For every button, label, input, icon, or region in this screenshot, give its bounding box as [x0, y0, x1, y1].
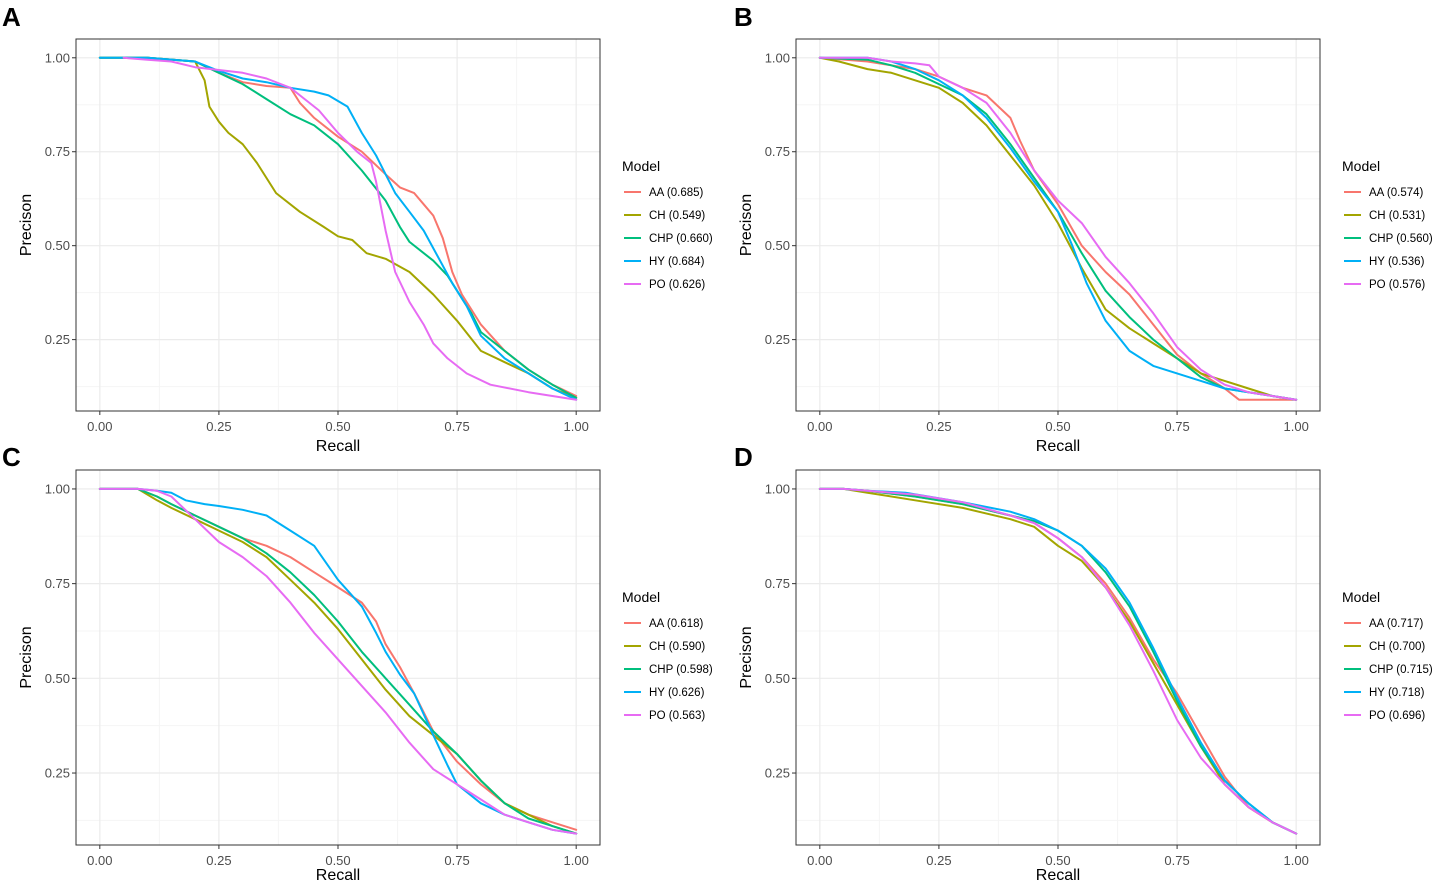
- x-tick-label: 0.75: [444, 853, 469, 868]
- legend-label-po: PO (0.563): [649, 710, 705, 722]
- legend-title: Model: [622, 158, 660, 174]
- y-axis-label: Precison: [18, 626, 35, 688]
- x-axis-label: Recall: [316, 867, 360, 882]
- legend: Model AA (0.618) CH (0.590) CHP (0.598) HY (…: [622, 589, 713, 722]
- x-tick-label: 0.50: [1045, 853, 1070, 868]
- series-line-po: [122, 56, 578, 401]
- legend-label-ch: CH (0.700): [1369, 641, 1425, 653]
- legend: Model AA (0.717) CH (0.700) CHP (0.715) HY (…: [1342, 589, 1433, 722]
- panel-letter: C: [2, 442, 21, 472]
- legend-label-chp: CHP (0.560): [1369, 233, 1433, 245]
- plot-border: [75, 38, 601, 412]
- x-axis-label: Recall: [316, 438, 360, 455]
- y-tick-label: 0.25: [765, 766, 790, 781]
- legend-label-hy: HY (0.536): [1369, 256, 1425, 268]
- panel-b: B 0.00 0.25 0.50 0.75 1.00 0.25 0.50 0.75 1.00 Rec…: [734, 2, 1433, 455]
- legend-label-aa: AA (0.717): [1369, 618, 1424, 630]
- y-tick-label: 0.75: [45, 576, 70, 591]
- x-tick-label: 0.50: [1045, 419, 1070, 434]
- y-tick-label: 0.25: [45, 332, 70, 347]
- legend-title: Model: [622, 589, 660, 605]
- y-tick-label: 0.75: [45, 144, 70, 159]
- x-tick-label: 1.00: [1284, 419, 1309, 434]
- x-axis-label: Recall: [1036, 867, 1080, 882]
- x-tick-label: 0.25: [926, 419, 951, 434]
- x-tick-label: 0.25: [926, 853, 951, 868]
- x-tick-label: 1.00: [564, 853, 589, 868]
- y-tick-label: 1.00: [765, 50, 790, 65]
- series-line-aa: [98, 56, 578, 397]
- legend-label-ch: CH (0.549): [649, 210, 705, 222]
- plot-border: [75, 469, 601, 846]
- legend-label-aa: AA (0.685): [649, 187, 704, 199]
- x-tick-label: 0.00: [87, 419, 112, 434]
- legend-label-chp: CHP (0.660): [649, 233, 713, 245]
- y-axis-label: Precison: [738, 626, 755, 688]
- legend-label-chp: CHP (0.598): [649, 664, 713, 676]
- x-tick-label: 0.75: [444, 419, 469, 434]
- series-line-po: [818, 487, 1298, 835]
- x-tick-label: 0.75: [1164, 853, 1189, 868]
- x-tick-label: 0.75: [1164, 419, 1189, 434]
- plot-border: [795, 38, 1321, 412]
- series-line-hy: [818, 56, 1298, 401]
- y-tick-label: 0.50: [765, 671, 790, 686]
- panel-c: C 0.00 0.25 0.50 0.75 1.00 0.25 0.50 0.75 1.00 Rec…: [2, 442, 713, 882]
- legend-label-po: PO (0.626): [649, 279, 705, 291]
- series-line-po: [98, 487, 578, 835]
- x-tick-label: 1.00: [1284, 853, 1309, 868]
- x-tick-label: 0.50: [325, 853, 350, 868]
- x-tick-label: 0.00: [87, 853, 112, 868]
- legend: Model AA (0.685) CH (0.549) CHP (0.660) HY (…: [622, 158, 713, 291]
- legend-label-hy: HY (0.718): [1369, 687, 1425, 699]
- x-tick-label: 0.00: [807, 419, 832, 434]
- legend-title: Model: [1342, 589, 1380, 605]
- series-line-hy: [98, 56, 578, 401]
- panel-a: A 0.00 0.25 0.50 0.75 1.00 0.25 0.50 0.75 1.00 Rec…: [2, 2, 713, 455]
- legend: Model AA (0.574) CH (0.531) CHP (0.560) HY (…: [1342, 158, 1433, 291]
- y-tick-label: 0.75: [765, 144, 790, 159]
- legend-title: Model: [1342, 158, 1380, 174]
- plot-border: [795, 469, 1321, 846]
- legend-label-hy: HY (0.684): [649, 256, 705, 268]
- x-tick-label: 0.25: [206, 853, 231, 868]
- legend-label-chp: CHP (0.715): [1369, 664, 1433, 676]
- legend-label-aa: AA (0.618): [649, 618, 704, 630]
- legend-label-po: PO (0.576): [1369, 279, 1425, 291]
- x-tick-label: 0.00: [807, 853, 832, 868]
- series-line-chp: [98, 487, 578, 835]
- y-tick-label: 0.75: [765, 576, 790, 591]
- y-tick-label: 1.00: [765, 481, 790, 496]
- legend-label-hy: HY (0.626): [649, 687, 705, 699]
- panel-letter: A: [2, 2, 21, 32]
- y-tick-label: 0.25: [45, 766, 70, 781]
- legend-label-aa: AA (0.574): [1369, 187, 1424, 199]
- legend-label-ch: CH (0.531): [1369, 210, 1425, 222]
- panel-d: D 0.00 0.25 0.50 0.75 1.00 0.25 0.50 0.75 1.00 Rec…: [734, 442, 1433, 882]
- y-tick-label: 0.50: [45, 238, 70, 253]
- panel-letter: D: [734, 442, 753, 472]
- series-line-ch: [818, 56, 1298, 401]
- legend-label-po: PO (0.696): [1369, 710, 1425, 722]
- x-tick-label: 1.00: [564, 419, 589, 434]
- x-axis-label: Recall: [1036, 438, 1080, 455]
- x-tick-label: 0.25: [206, 419, 231, 434]
- y-axis-label: Precison: [18, 194, 35, 256]
- y-tick-label: 0.50: [45, 671, 70, 686]
- x-tick-label: 0.50: [325, 419, 350, 434]
- y-axis-label: Precison: [738, 194, 755, 256]
- panel-letter: B: [734, 2, 753, 32]
- series-line-hy: [98, 487, 578, 835]
- series-line-chp: [98, 56, 578, 399]
- y-tick-label: 1.00: [45, 50, 70, 65]
- legend-label-ch: CH (0.590): [649, 641, 705, 653]
- series-line-aa: [818, 56, 1298, 401]
- y-tick-label: 0.25: [765, 332, 790, 347]
- series-line-ch: [98, 56, 578, 399]
- y-tick-label: 1.00: [45, 481, 70, 496]
- series-line-po: [818, 56, 1298, 401]
- y-tick-label: 0.50: [765, 238, 790, 253]
